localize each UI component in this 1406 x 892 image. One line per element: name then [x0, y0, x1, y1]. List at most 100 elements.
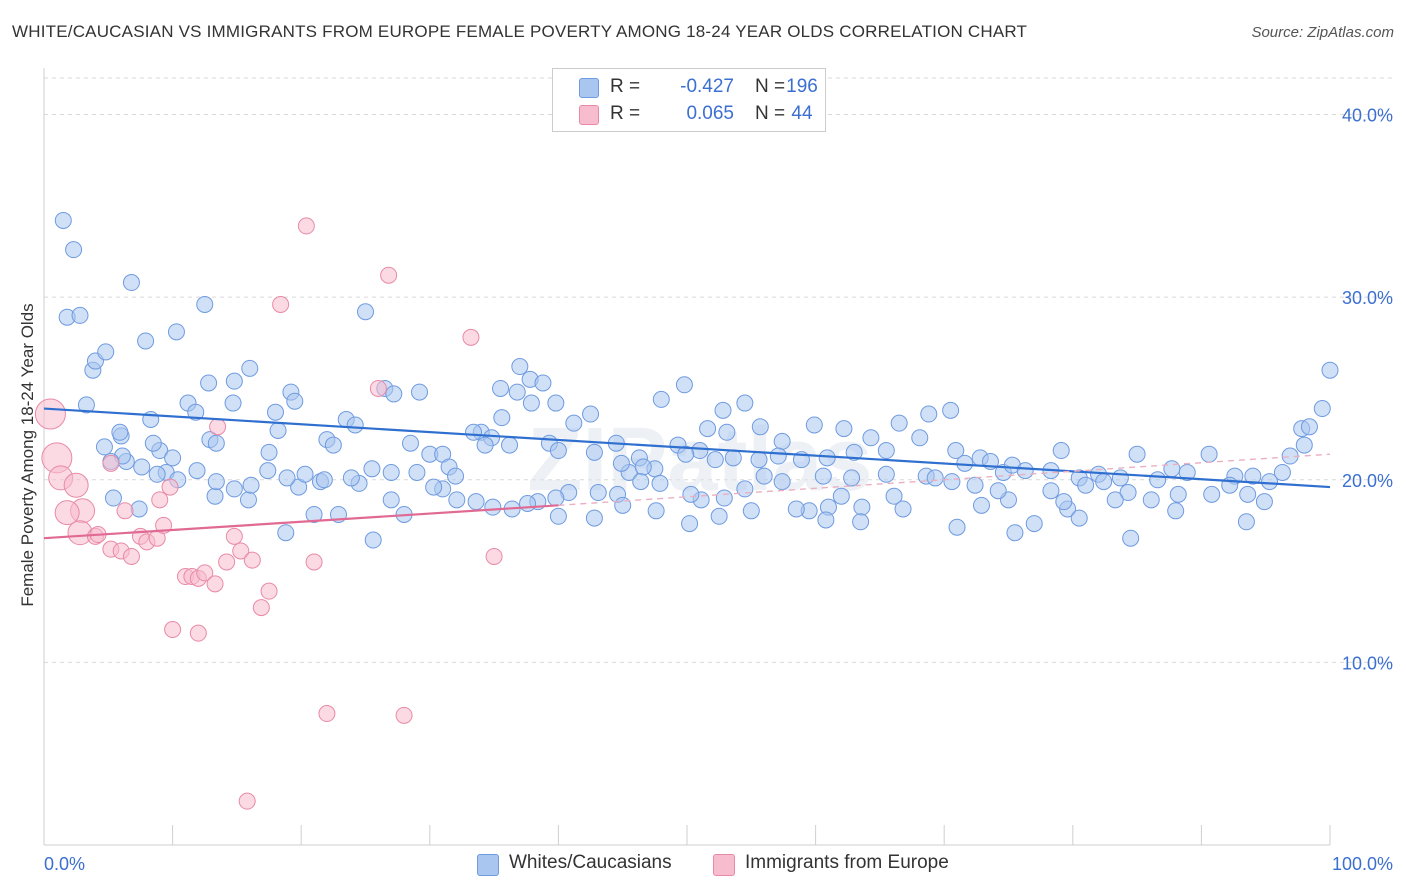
data-point-whites: [852, 513, 870, 531]
data-point-whites: [1178, 463, 1196, 481]
data-point-immigrants: [485, 547, 503, 565]
data-point-whites: [724, 449, 742, 467]
data-point-whites: [942, 401, 960, 419]
tick-labels: 10.0% 20.0% 30.0% 40.0% 0.0% 100.0%: [44, 106, 1393, 874]
data-point-immigrants: [380, 266, 398, 284]
data-point-whites: [835, 420, 853, 438]
data-point-immigrants: [161, 478, 179, 496]
data-point-whites: [122, 274, 140, 292]
data-point-whites: [710, 507, 728, 525]
data-point-whites: [1106, 491, 1124, 509]
data-point-whites: [242, 476, 260, 494]
data-point-whites: [188, 462, 206, 480]
bottom-legend-swatch-whites: [477, 854, 499, 876]
data-point-immigrants: [209, 418, 227, 436]
data-point-whites: [411, 383, 429, 401]
data-point-whites: [1070, 509, 1088, 527]
series-whites: [54, 211, 1339, 549]
data-point-whites: [1313, 400, 1331, 418]
data-point-whites: [493, 409, 511, 427]
data-point-whites: [1167, 502, 1185, 520]
data-point-whites: [1295, 436, 1313, 454]
data-point-immigrants: [305, 553, 323, 571]
data-point-whites: [818, 449, 836, 467]
legend-r-label: R =: [610, 76, 641, 97]
data-point-whites: [465, 423, 483, 441]
data-point-whites: [691, 442, 709, 460]
data-point-whites: [890, 414, 908, 432]
data-point-immigrants: [272, 295, 290, 313]
data-point-whites: [817, 511, 835, 529]
data-point-whites: [862, 429, 880, 447]
data-point-whites: [1321, 361, 1339, 379]
data-point-immigrants: [122, 547, 140, 565]
data-point-whites: [200, 374, 218, 392]
series-immigrants: [34, 217, 503, 810]
data-point-whites: [144, 434, 162, 452]
trend-line-whites: [43, 407, 1331, 489]
data-point-whites: [947, 442, 965, 460]
data-point-whites: [148, 465, 166, 483]
data-point-whites: [751, 418, 769, 436]
data-point-whites: [492, 379, 510, 397]
data-point-immigrants: [369, 379, 387, 397]
data-point-whites: [501, 436, 519, 454]
data-point-whites: [511, 358, 529, 376]
data-point-whites: [585, 443, 603, 461]
data-point-whites: [1273, 463, 1291, 481]
data-point-immigrants: [196, 564, 214, 582]
data-point-whites: [1025, 515, 1043, 533]
data-point-whites: [534, 374, 552, 392]
data-point-whites: [1239, 485, 1257, 503]
chart-source: Source: ZipAtlas.com: [1251, 24, 1394, 41]
data-point-whites: [364, 531, 382, 549]
data-point-immigrants: [63, 472, 89, 498]
data-point-whites: [547, 489, 565, 507]
data-point-whites: [164, 449, 182, 467]
y-tick-label: 20.0%: [1342, 471, 1393, 491]
data-point-whites: [714, 401, 732, 419]
data-point-whites: [632, 473, 650, 491]
data-point-whites: [634, 458, 652, 476]
data-point-whites: [612, 454, 630, 472]
data-point-whites: [425, 478, 443, 496]
data-point-whites: [385, 385, 403, 403]
x-tick-label-min: 0.0%: [44, 854, 85, 874]
data-point-whites: [269, 421, 287, 439]
data-point-whites: [1244, 467, 1262, 485]
data-point-whites: [773, 473, 791, 491]
data-point-whites: [286, 392, 304, 410]
trend-line-immigrants: [43, 504, 559, 540]
legend-r-label: R =: [610, 103, 641, 124]
data-point-whites: [989, 482, 1007, 500]
data-point-whites: [95, 438, 113, 456]
data-point-whites: [755, 467, 773, 485]
data-point-whites: [1261, 473, 1279, 491]
data-point-whites: [408, 463, 426, 481]
data-point-immigrants: [102, 454, 120, 472]
data-point-whites: [260, 443, 278, 461]
data-point-whites: [750, 451, 768, 469]
data-point-whites: [652, 390, 670, 408]
data-point-whites: [382, 491, 400, 509]
data-point-whites: [885, 487, 903, 505]
legend-r-value: 0.065: [686, 103, 734, 124]
data-point-whites: [1203, 485, 1221, 503]
data-point-immigrants: [164, 621, 182, 639]
data-point-whites: [1163, 460, 1181, 478]
data-point-immigrants: [218, 553, 236, 571]
data-point-whites: [130, 500, 148, 518]
data-point-whites: [1300, 418, 1318, 436]
bottom-legend-label-immigrants: Immigrants from Europe: [745, 852, 949, 873]
bottom-legend-swatch-immigrants: [713, 854, 735, 876]
data-point-immigrants: [34, 398, 66, 430]
data-point-whites: [315, 471, 333, 489]
data-point-whites: [1111, 469, 1129, 487]
data-point-whites: [467, 493, 485, 511]
data-point-immigrants: [54, 500, 80, 526]
data-point-whites: [259, 462, 277, 480]
data-point-whites: [1122, 529, 1140, 547]
data-point-whites: [832, 487, 850, 505]
data-point-whites: [651, 474, 669, 492]
data-point-whites: [926, 469, 944, 487]
